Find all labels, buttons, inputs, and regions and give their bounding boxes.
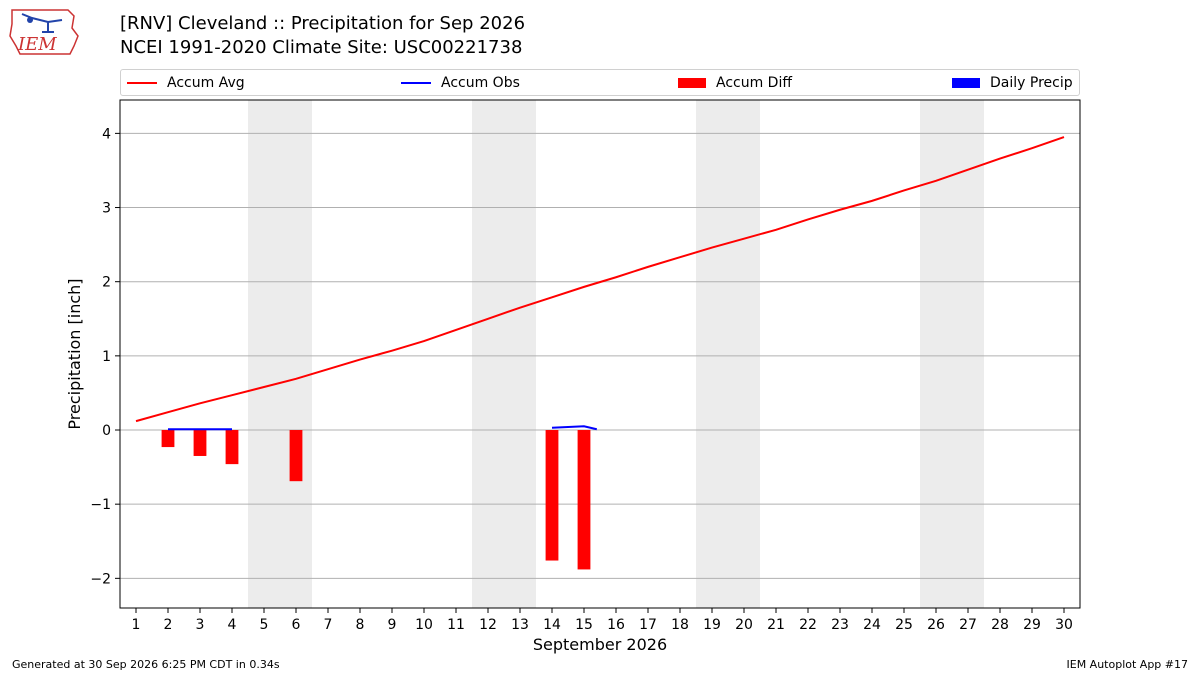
legend-item-accum-obs: Accum Obs [401, 70, 520, 95]
x-axis-label: September 2026 [533, 635, 667, 654]
x-tick-label: 2 [164, 617, 173, 633]
x-tick-label: 22 [799, 617, 817, 633]
legend: Accum Avg Accum Obs Accum Diff Daily Pre… [120, 69, 1080, 96]
x-tick-label: 21 [767, 617, 785, 633]
x-tick-label: 20 [735, 617, 753, 633]
accum-diff-bar [577, 430, 591, 570]
x-tick-label: 26 [927, 617, 945, 633]
chart-subtitle: NCEI 1991-2020 Climate Site: USC00221738 [120, 37, 523, 58]
x-tick-label: 4 [228, 617, 237, 633]
legend-patch-swatch [952, 77, 980, 88]
x-tick-label: 12 [479, 617, 497, 633]
legend-label: Accum Avg [167, 74, 245, 91]
y-tick-label: −1 [90, 497, 111, 513]
x-tick-label: 13 [511, 617, 529, 633]
logo-text: IEM [17, 34, 57, 55]
x-tick-label: 30 [1055, 617, 1073, 633]
legend-item-daily-precip: Daily Precip [952, 70, 1073, 95]
legend-line-swatch [127, 81, 157, 84]
accum-diff-bar [545, 430, 559, 561]
legend-label: Daily Precip [990, 74, 1073, 91]
x-tick-label: 15 [575, 617, 593, 633]
x-tick-label: 29 [1023, 617, 1041, 633]
x-tick-label: 24 [863, 617, 881, 633]
y-axis-label: Precipitation [inch] [65, 278, 84, 429]
accum-diff-bar [193, 430, 207, 456]
accum-diff-bar [289, 430, 303, 482]
x-tick-label: 10 [415, 617, 433, 633]
y-tick-label: 1 [102, 349, 111, 365]
x-tick-label: 11 [447, 617, 465, 633]
y-tick-label: 3 [102, 201, 111, 217]
weekend-shade [696, 100, 760, 608]
x-tick-label: 27 [959, 617, 977, 633]
accum-diff-bar [161, 430, 175, 448]
x-tick-label: 3 [196, 617, 205, 633]
y-tick-label: 4 [102, 126, 111, 142]
accum-diff-bar [225, 430, 239, 465]
legend-line-swatch [401, 81, 431, 84]
iem-logo: IEM [9, 9, 79, 55]
weekend-shade [472, 100, 536, 608]
y-tick-label: −2 [90, 571, 111, 587]
x-tick-label: 18 [671, 617, 689, 633]
x-tick-label: 8 [356, 617, 365, 633]
y-tick-label: 2 [102, 275, 111, 291]
x-tick-label: 6 [292, 617, 301, 633]
chart-title: [RNV] Cleveland :: Precipitation for Sep… [120, 13, 526, 34]
legend-label: Accum Obs [441, 74, 520, 91]
x-tick-label: 19 [703, 617, 721, 633]
x-tick-label: 16 [607, 617, 625, 633]
legend-item-accum-diff: Accum Diff [678, 70, 792, 95]
y-tick-label: 0 [102, 423, 111, 439]
footer-generated: Generated at 30 Sep 2026 6:25 PM CDT in … [12, 658, 280, 671]
x-tick-label: 1 [132, 617, 141, 633]
legend-item-accum-avg: Accum Avg [127, 70, 245, 95]
plot-frame [119, 99, 1081, 609]
x-tick-label: 7 [324, 617, 333, 633]
x-tick-label: 23 [831, 617, 849, 633]
x-tick-label: 17 [639, 617, 657, 633]
accum-obs-line [551, 425, 598, 431]
legend-patch-swatch [678, 77, 706, 88]
x-tick-label: 28 [991, 617, 1009, 633]
x-tick-label: 9 [388, 617, 397, 633]
weekend-shade [920, 100, 984, 608]
x-tick-label: 14 [543, 617, 561, 633]
x-tick-label: 25 [895, 617, 913, 633]
accum-avg-line [135, 136, 1065, 423]
legend-label: Accum Diff [716, 74, 793, 91]
weekend-shade [248, 100, 312, 608]
x-tick-label: 5 [260, 617, 269, 633]
footer-app: IEM Autoplot App #17 [1066, 658, 1189, 671]
